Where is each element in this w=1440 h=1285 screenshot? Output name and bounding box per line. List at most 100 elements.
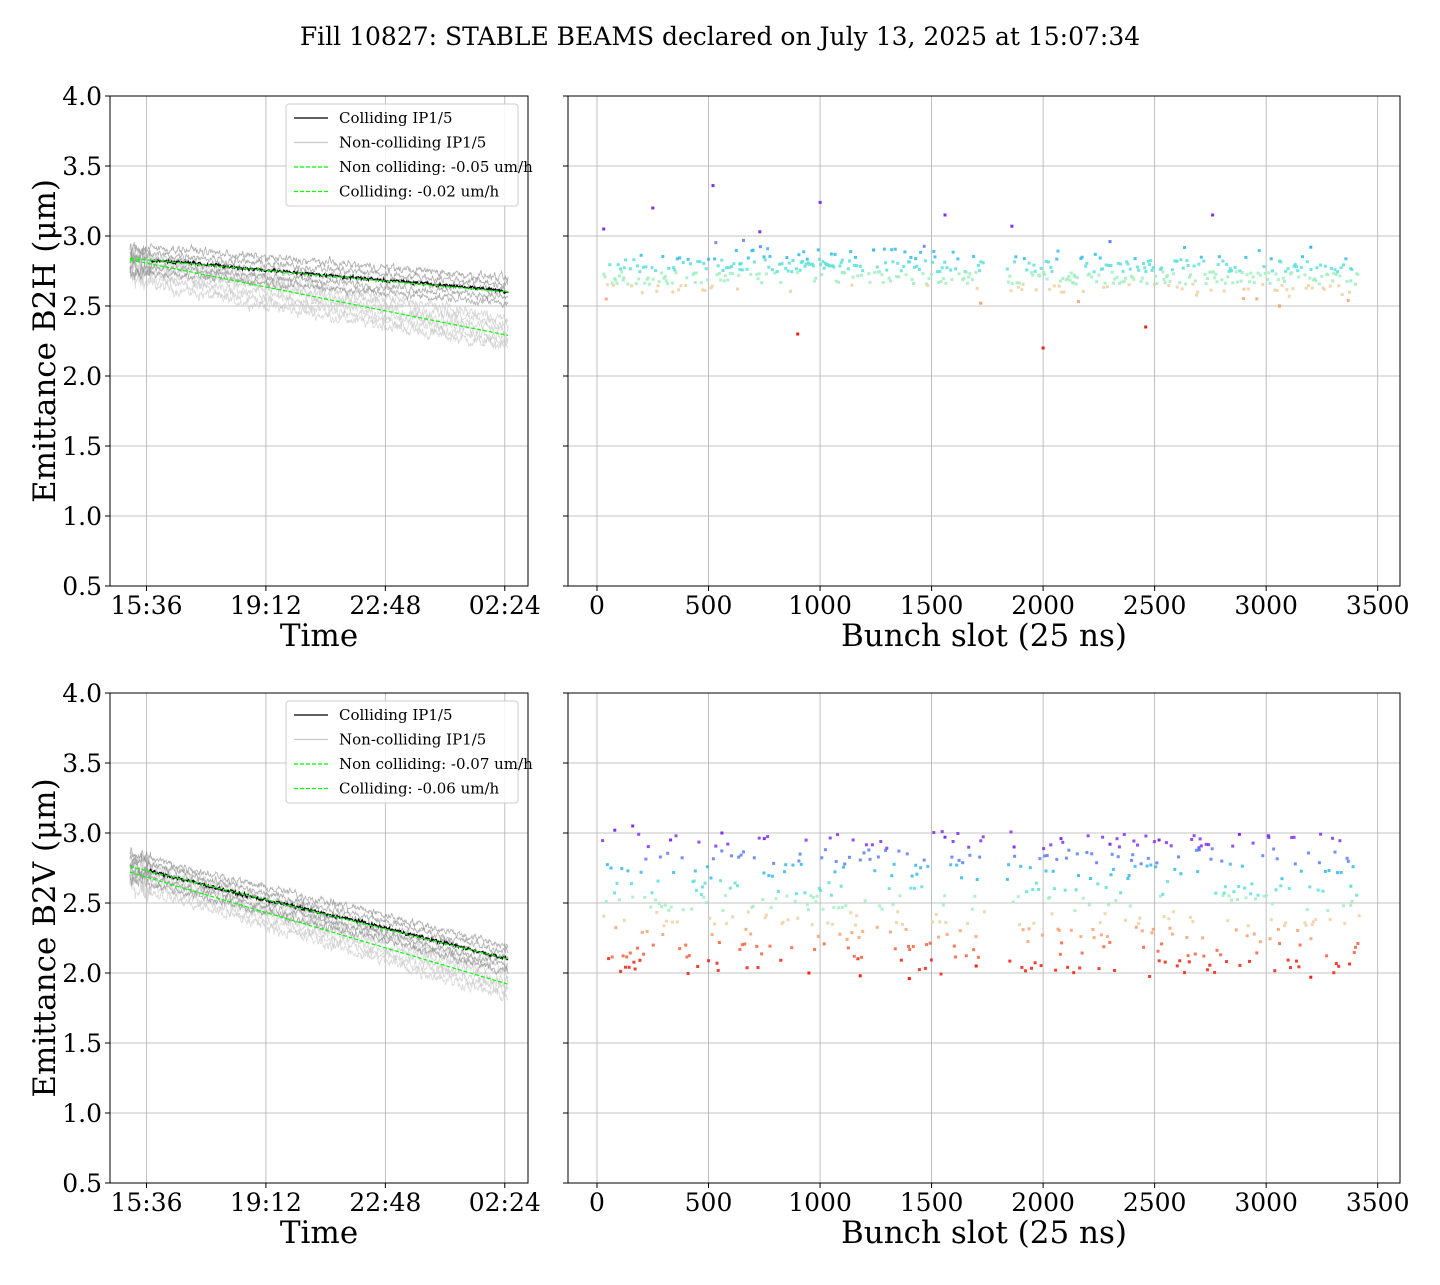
bunch-point [686, 257, 690, 261]
bunch-point [1054, 968, 1058, 972]
bunch-point [740, 943, 744, 947]
bunch-point [803, 891, 807, 895]
bunch-point [1273, 969, 1277, 973]
bunch-point [1136, 265, 1139, 269]
bunch-point [1214, 891, 1218, 895]
bunch-point [819, 263, 823, 267]
bunch-point [1081, 896, 1085, 900]
bunch-point [1042, 847, 1046, 851]
bunch-point [721, 909, 725, 912]
data-point [912, 282, 916, 286]
bunch-point [775, 270, 779, 274]
bunch-point [633, 967, 637, 971]
bunch-point [790, 270, 794, 274]
bunch-point [1121, 269, 1125, 273]
data-point [796, 332, 800, 336]
bunch-point [1091, 928, 1095, 931]
bunch-point [1320, 274, 1324, 278]
bunch-point [1244, 255, 1248, 259]
bunch-point [791, 259, 795, 263]
bunch-point [732, 262, 736, 266]
x-tick-label: 3000 [1234, 591, 1298, 620]
bunch-point [756, 966, 760, 969]
bunch-point [785, 256, 789, 259]
bunch-point [1186, 264, 1190, 267]
bunch-point [1103, 281, 1107, 285]
series-colliding-band [129, 266, 509, 309]
bunch-point [690, 907, 694, 911]
bunch-point [861, 929, 865, 933]
bunch-point [964, 270, 968, 274]
bunch-point [1331, 836, 1335, 840]
bunch-point [791, 863, 795, 867]
bunch-point [793, 899, 797, 903]
bunch-point [770, 874, 774, 878]
bunch-point [1027, 261, 1031, 265]
bunch-point [1111, 867, 1115, 871]
bunch-point [1307, 851, 1310, 855]
y-tick-label: 2.0 [62, 959, 102, 988]
bunch-point [1222, 891, 1226, 895]
bunch-point [909, 255, 913, 259]
y-axis-label: Emittance B2H (μm) [27, 179, 63, 503]
bunch-point [1221, 259, 1225, 263]
bunch-point [1177, 855, 1180, 859]
bunch-point [693, 869, 697, 873]
bunch-point [817, 257, 821, 261]
bunch-point [769, 906, 773, 910]
bunch-point [1034, 288, 1038, 292]
bunch-point [1098, 256, 1102, 260]
bunch-point [1215, 280, 1219, 284]
bunch-point [1168, 926, 1172, 930]
bunch-point [922, 244, 926, 248]
bunch-point [604, 899, 608, 903]
bunch-point [1248, 959, 1251, 963]
bunch-point [821, 260, 825, 264]
bunch-point [974, 270, 978, 274]
x-tick-label: 2500 [1123, 1188, 1187, 1217]
bunch-point [1097, 967, 1101, 971]
bunch-point [1068, 278, 1072, 282]
bunch-point [1314, 918, 1318, 922]
plot-frame [109, 95, 529, 587]
data-point [738, 262, 742, 266]
bunch-point [684, 284, 688, 287]
bunch-point [1032, 263, 1036, 267]
bunch-point [802, 250, 806, 254]
bunch-point [1034, 881, 1038, 885]
bunch-point [1151, 266, 1155, 270]
bunch-point [1021, 928, 1025, 932]
bunch-point [1250, 882, 1254, 886]
bunch-point [737, 273, 741, 277]
bunch-point [967, 845, 971, 849]
bunch-point [1236, 280, 1239, 284]
bunch-point [643, 895, 647, 899]
bunch-point [854, 255, 857, 259]
bunch-point [887, 276, 891, 280]
bunch-point [1101, 835, 1105, 839]
bunch-point [1195, 293, 1198, 297]
bunch-point [822, 266, 826, 270]
bunch-point [1156, 949, 1160, 953]
bunch-point [1133, 864, 1137, 868]
bunch-point [752, 260, 756, 264]
data-point [1012, 845, 1016, 849]
bunch-point [821, 907, 825, 911]
bunch-point [632, 960, 636, 964]
bunch-point [1007, 863, 1011, 867]
data-point [1278, 304, 1281, 308]
bunch-point [1269, 918, 1273, 922]
data-point [711, 184, 715, 188]
bunch-point [780, 262, 784, 266]
bunch-point [1299, 869, 1303, 873]
bunch-point [827, 881, 831, 885]
bunch-point [1024, 969, 1027, 973]
series-colliding-band [129, 241, 509, 283]
bunch-point [602, 914, 606, 918]
bunch-point [1095, 861, 1099, 865]
bunch-point [796, 271, 800, 274]
bunch-point [1346, 299, 1350, 302]
bunch-point [1018, 923, 1021, 927]
bunch-point [1202, 259, 1206, 263]
bunch-point [1203, 273, 1207, 276]
